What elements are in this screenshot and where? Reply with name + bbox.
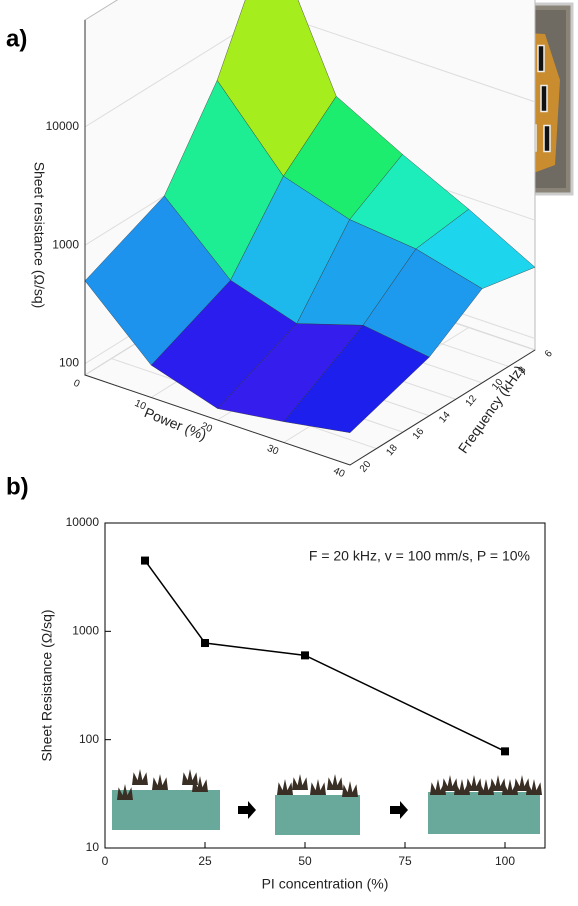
z-tick-label: 100 xyxy=(59,356,79,370)
photo-slot xyxy=(543,124,551,153)
photo-slot xyxy=(540,84,548,113)
illus-spike xyxy=(182,769,198,785)
x-tick-label: 40 xyxy=(332,465,347,480)
y-tick-label: 16 xyxy=(411,426,427,442)
surface-patch xyxy=(283,325,430,433)
z-tick-label: 1000 xyxy=(52,237,79,251)
panel-label: a) xyxy=(6,25,27,52)
data-point xyxy=(501,747,509,756)
y-tick-label: 18 xyxy=(384,442,400,458)
illus-spikes xyxy=(117,769,542,800)
illus-spike xyxy=(117,784,133,800)
y-tick-label: 6 xyxy=(543,348,555,360)
z-tick-label: 10000 xyxy=(46,119,80,133)
annotation: F = 20 kHz, v = 100 mm/s, P = 10% xyxy=(309,548,530,564)
x-axis-title: PI concentration (%) xyxy=(262,876,389,892)
y-tick-label: 20 xyxy=(358,459,374,475)
illus-spike xyxy=(310,779,326,795)
x-tick-label: 100 xyxy=(495,854,515,868)
illustrations xyxy=(112,769,542,835)
line-chart: 10 100 1000 10000 0 25 50 75 100 PI concentration… xyxy=(39,515,546,892)
y-tick-label: 14 xyxy=(437,409,453,425)
illus-arrow xyxy=(238,801,256,819)
x-tick-label: 10 xyxy=(133,398,148,413)
panel-label: b) xyxy=(6,473,29,500)
x-tick-label: 50 xyxy=(298,854,312,868)
surface-chart: 10010001000001020304068101214161820Power… xyxy=(31,0,555,480)
plot-frame xyxy=(104,522,546,849)
photo-slot xyxy=(537,44,545,73)
y-axis-title: Sheet Resistance (Ω/sq) xyxy=(39,609,55,761)
illus-spike xyxy=(526,779,542,795)
illus-spike xyxy=(192,776,208,792)
x-tick-label: 0 xyxy=(102,854,109,868)
illus-spike xyxy=(466,775,482,791)
x-tick-label: 75 xyxy=(398,854,412,868)
y-tick-label: 100 xyxy=(79,732,99,746)
y-tick-label: 10000 xyxy=(66,515,100,529)
illus-spike xyxy=(132,769,148,785)
y-tick-label: 12 xyxy=(464,393,480,409)
z-axis-title: Sheet resistance (Ω/sq) xyxy=(31,162,47,309)
data-point xyxy=(201,639,209,648)
illus-spike xyxy=(342,781,358,797)
illus-spike xyxy=(442,775,458,791)
illus-spike xyxy=(327,774,343,790)
x-tick-label: 0 xyxy=(72,378,82,391)
illus-spike xyxy=(277,779,293,795)
y-tick-label: 1000 xyxy=(72,624,99,638)
illus-box xyxy=(275,795,360,835)
illus-spike xyxy=(292,774,308,790)
illus-box xyxy=(428,792,540,834)
illus-spike xyxy=(514,775,530,791)
y-tick-label: 8 xyxy=(516,364,528,376)
x-tick-label: 20 xyxy=(199,420,214,435)
axis-line xyxy=(84,20,536,466)
y-tick-label: 10 xyxy=(86,840,100,854)
data-point xyxy=(301,651,309,660)
illus-spike xyxy=(490,775,506,791)
data-line xyxy=(144,560,506,753)
illus-arrow xyxy=(390,801,408,819)
illus-spike xyxy=(152,774,168,790)
x-tick-label: 25 xyxy=(198,854,212,868)
data-point xyxy=(141,556,149,565)
x-tick-label: 30 xyxy=(265,443,280,458)
